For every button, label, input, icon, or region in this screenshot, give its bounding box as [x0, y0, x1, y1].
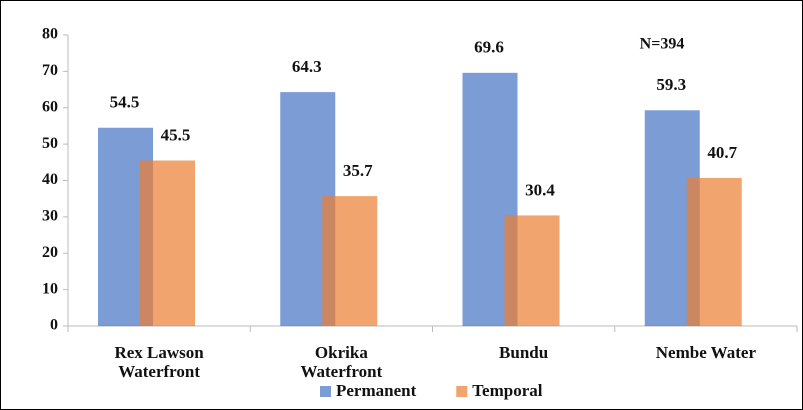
legend-swatch	[320, 386, 331, 397]
bar	[504, 215, 560, 326]
data-label: 59.3	[656, 75, 686, 94]
y-tick-label: 40	[42, 171, 58, 188]
data-label: 35.7	[343, 161, 373, 180]
x-tick-label: Nembe Water	[655, 343, 756, 362]
y-tick-label: 70	[42, 62, 58, 79]
y-tick-label: 10	[42, 280, 58, 297]
bar	[686, 177, 742, 326]
data-label: 69.6	[474, 38, 504, 57]
x-tick-label: Bundu	[499, 343, 549, 362]
y-tick-label: 30	[42, 208, 58, 225]
legend-label: Temporal	[472, 381, 542, 400]
data-label: 45.5	[161, 125, 191, 144]
legend-label: Permanent	[336, 381, 417, 400]
data-label: 64.3	[292, 57, 322, 76]
data-label: 54.5	[110, 93, 140, 112]
y-tick-label: 20	[42, 244, 58, 261]
y-tick-label: 0	[50, 317, 58, 334]
annotation: N=394	[640, 36, 685, 53]
data-label: 30.4	[525, 180, 555, 199]
y-tick-label: 80	[42, 26, 58, 43]
y-tick-label: 50	[42, 135, 58, 152]
bar	[140, 160, 195, 326]
x-tick-label: Okrika Waterfront	[300, 343, 383, 381]
data-label: 40.7	[707, 143, 737, 162]
legend-swatch	[456, 386, 468, 397]
y-tick-label: 60	[42, 98, 58, 115]
bar	[322, 196, 378, 326]
x-tick-label: Rex Lawson Waterfront	[114, 343, 204, 381]
